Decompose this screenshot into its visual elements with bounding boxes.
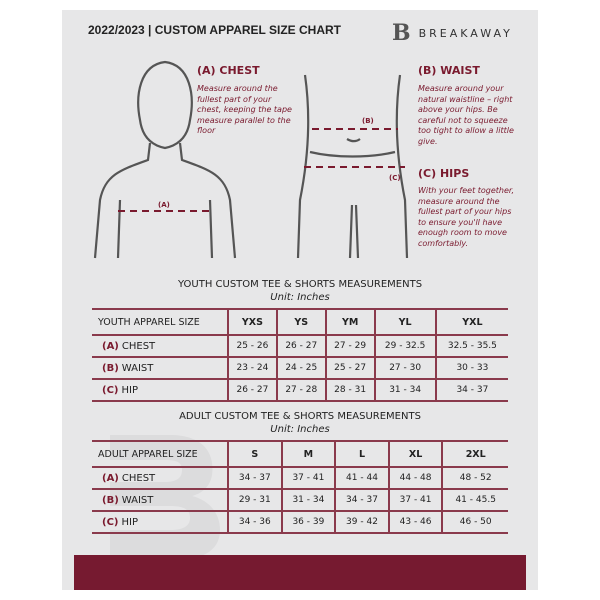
measurement-key: (B): [102, 362, 119, 374]
adult-unit: Unit: Inches: [270, 424, 330, 435]
table-cell: 28 - 31: [324, 378, 375, 402]
adult-table-title: ADULT CUSTOM TEE & SHORTS MEASUREMENTS: [179, 411, 421, 422]
chest-title: (A) CHEST: [197, 64, 260, 77]
table-cell: 26 - 27: [275, 334, 326, 358]
table-cell: 44 - 48: [387, 466, 443, 490]
measurement-key: (A): [102, 472, 119, 484]
size-column-header: S: [227, 440, 282, 468]
adult-size-table: ADULT APPAREL SIZE S M L XL 2XL (A) CHEST 34 - 3…: [92, 440, 508, 534]
table-cell: 25 - 27: [324, 356, 375, 380]
measurement-label: (C) HIP: [92, 378, 228, 402]
logo-mark: B: [392, 20, 411, 46]
table-cell: 29 - 31: [227, 488, 282, 512]
youth-size-table: YOUTH APPAREL SIZE YXS YS YM YL YXL (A) CHEST 25…: [92, 308, 508, 402]
table-cell: 34 - 37: [434, 378, 508, 402]
table-cell: 41 - 45.5: [441, 488, 508, 512]
table-cell: 31 - 34: [280, 488, 336, 512]
table-cell: 30 - 33: [434, 356, 508, 380]
table-row: (B) WAIST 29 - 31 31 - 34 34 - 37 37 - 41 41 -…: [92, 488, 508, 512]
table-cell: 27 - 28: [275, 378, 326, 402]
measurement-name: WAIST: [121, 494, 154, 506]
table-cell: 48 - 52: [441, 466, 508, 490]
size-column-header: YS: [275, 308, 326, 336]
size-column-header: YL: [373, 308, 436, 336]
table-cell: 29 - 32.5: [373, 334, 436, 358]
table-cell: 24 - 25: [275, 356, 326, 380]
measurement-label: (B) WAIST: [92, 488, 228, 512]
table-row: (B) WAIST 23 - 24 24 - 25 25 - 27 27 - 30 30 -…: [92, 356, 508, 380]
table-cell: 34 - 37: [334, 488, 389, 512]
size-column-header: 2XL: [441, 440, 508, 468]
size-column-header: M: [280, 440, 336, 468]
table-row: (C) HIP 34 - 36 36 - 39 39 - 42 43 - 46 46 - 5…: [92, 510, 508, 534]
body-diagram: (A) (B) (C): [93, 60, 409, 259]
marker-c: (C): [389, 174, 401, 182]
footer-band: [74, 555, 526, 590]
measurement-name: CHEST: [121, 472, 156, 484]
table-cell: 27 - 29: [324, 334, 375, 358]
youth-unit: Unit: Inches: [270, 292, 330, 303]
measure-lines: [118, 128, 405, 212]
measurement-key: (B): [102, 494, 119, 506]
size-column-header: XL: [387, 440, 443, 468]
waist-description: Measure around your natural waistline – …: [418, 84, 514, 146]
table-cell: 23 - 24: [227, 356, 277, 380]
table-cell: 25 - 26: [227, 334, 277, 358]
measurement-name: CHEST: [121, 340, 156, 352]
size-column-header: YXS: [227, 308, 277, 336]
measurement-label: (A) CHEST: [92, 466, 228, 490]
measurement-name: HIP: [121, 516, 138, 528]
marker-b: (B): [362, 117, 374, 125]
marker-a: (A): [158, 201, 170, 209]
table-cell: 46 - 50: [441, 510, 508, 534]
table-cell: 37 - 41: [280, 466, 336, 490]
size-header: YOUTH APPAREL SIZE: [92, 308, 228, 336]
table-cell: 41 - 44: [334, 466, 389, 490]
table-cell: 37 - 41: [387, 488, 443, 512]
measurement-key: (A): [102, 340, 119, 352]
table-row: (A) CHEST 25 - 26 26 - 27 27 - 29 29 - 32.5 32…: [92, 334, 508, 358]
hips-description: With your feet together, measure around …: [418, 186, 515, 248]
table-cell: 32.5 - 35.5: [434, 334, 508, 358]
table-cell: 36 - 39: [280, 510, 336, 534]
table-row: (A) CHEST 34 - 37 37 - 41 41 - 44 44 - 48 48 -…: [92, 466, 508, 490]
table-cell: 34 - 37: [227, 466, 282, 490]
youth-table-title: YOUTH CUSTOM TEE & SHORTS MEASUREMENTS: [177, 279, 423, 290]
table-cell: 39 - 42: [334, 510, 389, 534]
page-title: 2022/2023 | CUSTOM APPAREL SIZE CHART: [88, 23, 341, 37]
size-header: ADULT APPAREL SIZE: [92, 440, 228, 468]
measurement-label: (C) HIP: [92, 510, 228, 534]
size-column-header: L: [334, 440, 389, 468]
measurement-label: (A) CHEST: [92, 334, 228, 358]
measurement-key: (C): [102, 516, 119, 528]
measurement-name: HIP: [121, 384, 138, 396]
table-cell: 34 - 36: [227, 510, 282, 534]
size-column-header: YM: [324, 308, 375, 336]
brand-name: BREAKAWAY: [418, 26, 513, 40]
measurement-name: WAIST: [121, 362, 154, 374]
measurement-label: (B) WAIST: [92, 356, 228, 380]
table-cell: 31 - 34: [373, 378, 436, 402]
table-cell: 27 - 30: [373, 356, 436, 380]
waist-title: (B) WAIST: [418, 64, 480, 77]
table-cell: 43 - 46: [387, 510, 443, 534]
measurement-key: (C): [102, 384, 119, 396]
table-header-row: ADULT APPAREL SIZE S M L XL 2XL: [92, 440, 508, 468]
hips-title: (C) HIPS: [418, 167, 470, 180]
size-column-header: YXL: [434, 308, 508, 336]
table-header-row: YOUTH APPAREL SIZE YXS YS YM YL YXL: [92, 308, 508, 336]
table-cell: 26 - 27: [227, 378, 277, 402]
torso-outline-icon: [93, 60, 409, 259]
chest-description: Measure around the fullest part of your …: [197, 84, 292, 135]
table-row: (C) HIP 26 - 27 27 - 28 28 - 31 31 - 34 34 - 3…: [92, 378, 508, 402]
brand-logo: B BREAKAWAY: [392, 20, 513, 46]
